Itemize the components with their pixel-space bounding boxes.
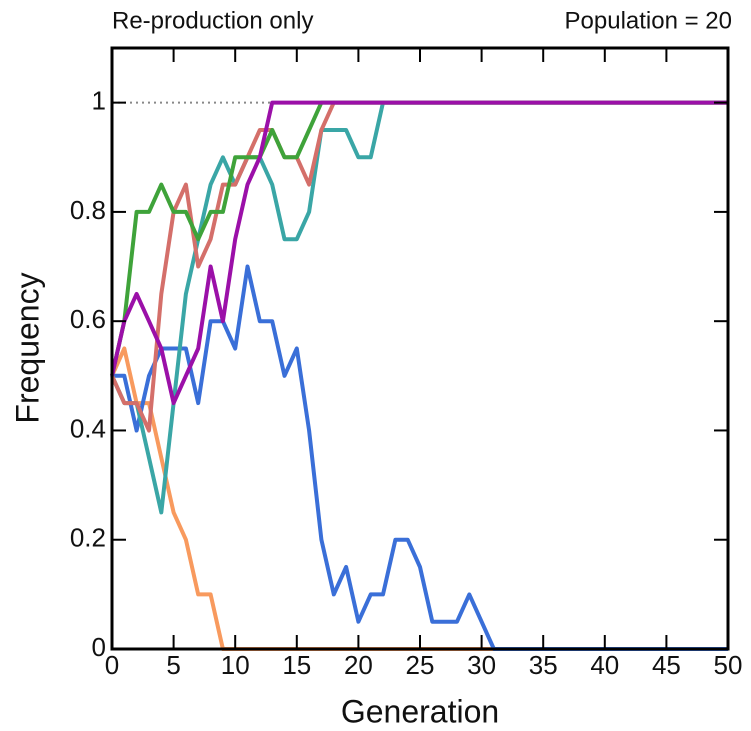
y-tick-label: 0.8 [70, 195, 106, 225]
series-line [110, 100, 728, 406]
series-line [110, 100, 728, 377]
y-tick-label: 0.6 [70, 304, 106, 334]
series-line [110, 100, 728, 433]
x-tick-label: 35 [529, 650, 558, 680]
x-tick-label: 20 [344, 650, 373, 680]
y-tick-label: 0.4 [70, 413, 106, 443]
y-tick-label: 1 [92, 86, 106, 116]
x-tick-label: 30 [467, 650, 496, 680]
x-tick-label: 15 [282, 650, 311, 680]
chart-subtitle: Population = 20 [565, 7, 732, 34]
x-tick-label: 45 [652, 650, 681, 680]
x-axis-title: Generation [341, 693, 499, 729]
plot-frame [110, 46, 730, 651]
series-line [110, 346, 728, 651]
x-tick-label: 5 [166, 650, 180, 680]
series-line [112, 264, 728, 651]
y-axis-title: Frequency [9, 272, 45, 423]
y-tick-label: 0 [92, 632, 106, 662]
y-tick-label: 0.2 [70, 523, 106, 553]
x-tick-label: 40 [590, 650, 619, 680]
chart-title: Re-production only [112, 7, 313, 34]
x-tick-label: 50 [714, 650, 743, 680]
x-tick-label: 10 [221, 650, 250, 680]
x-tick-label: 0 [105, 650, 119, 680]
x-tick-label: 25 [406, 650, 435, 680]
